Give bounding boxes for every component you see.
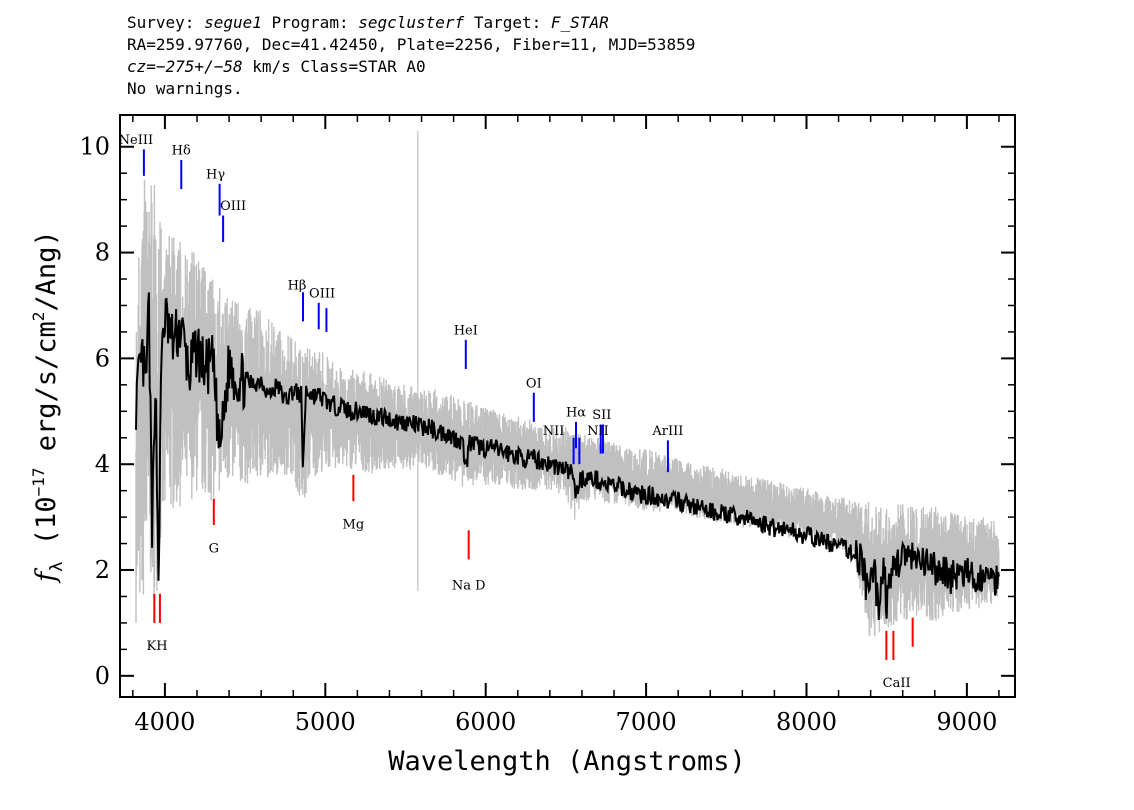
header-line-survey: Survey: segue1 Program: segclusterf Targ…: [127, 12, 695, 34]
plot-area: [135, 130, 1000, 637]
y-tick-label: 0: [95, 662, 110, 690]
line-marker-label: KH: [147, 639, 168, 654]
plot-frame: [119, 114, 1016, 698]
y-tick-label: 6: [95, 344, 110, 372]
program-value: segclusterf: [358, 13, 465, 32]
program-label: Program:: [271, 13, 349, 32]
x-tick-label: 9000: [936, 708, 997, 736]
header-line-warnings: No warnings.: [127, 79, 243, 98]
y-tick-label: 4: [95, 450, 110, 478]
line-marker-label: Mg: [343, 517, 365, 532]
x-tick-label: 7000: [616, 708, 677, 736]
line-marker-label: ArIII: [651, 424, 683, 439]
line-marker-label: OI: [526, 376, 542, 391]
line-marker-label: SII: [592, 408, 611, 423]
x-tick-label: 6000: [455, 708, 516, 736]
line-marker-label: OIII: [220, 199, 246, 214]
y-axis-title: fλ (10−17 erg/s/cm2/Ang): [29, 230, 67, 583]
line-marker-label: Hδ: [172, 144, 191, 159]
survey-label: Survey:: [127, 13, 195, 32]
x-tick-label: 4000: [134, 708, 195, 736]
y-tick-label: 10: [79, 133, 110, 161]
class-text: km/s Class=STAR A0: [242, 57, 426, 76]
target-label: Target:: [473, 13, 542, 32]
header-line-coordinates: RA=259.97760, Dec=41.42450, Plate=2256, …: [127, 35, 696, 54]
line-marker-label: Hγ: [206, 167, 225, 182]
line-marker-label: OIII: [309, 287, 335, 302]
header-line-redshift: cz=−275+/−58 km/s Class=STAR A0: [127, 56, 695, 78]
line-marker-label: CaII: [883, 676, 911, 691]
line-marker-label: G: [209, 541, 219, 556]
cz-value: cz=−275+/−58: [127, 57, 243, 76]
y-tick-label: 2: [95, 556, 110, 584]
x-tick-label: 8000: [776, 708, 837, 736]
survey-value: segue1: [204, 13, 262, 32]
x-axis-title: Wavelength (Angstroms): [388, 746, 746, 777]
line-marker-label: Na D: [452, 578, 486, 593]
line-marker-label: NeIII: [119, 133, 153, 148]
line-marker-label: NII: [543, 424, 565, 439]
y-tick-label: 8: [95, 239, 110, 267]
target-value: F_STAR: [550, 13, 609, 32]
line-marker-label: NII: [587, 424, 609, 439]
line-marker-label: Hα: [566, 406, 586, 421]
y-axis-title-group: fλ (10−17 erg/s/cm2/Ang): [29, 230, 67, 583]
line-marker-label: HeI: [454, 324, 478, 339]
line-marker-label: Hβ: [288, 279, 307, 294]
axes: 4000 5000 6000 7000 8000 9000 0 2 4 6 8 10: [79, 115, 1015, 736]
spectrum-header: Survey: segue1 Program: segclusterf Targ…: [127, 12, 695, 100]
x-tick-label: 5000: [295, 708, 356, 736]
flux-series-line: [135, 292, 1000, 621]
